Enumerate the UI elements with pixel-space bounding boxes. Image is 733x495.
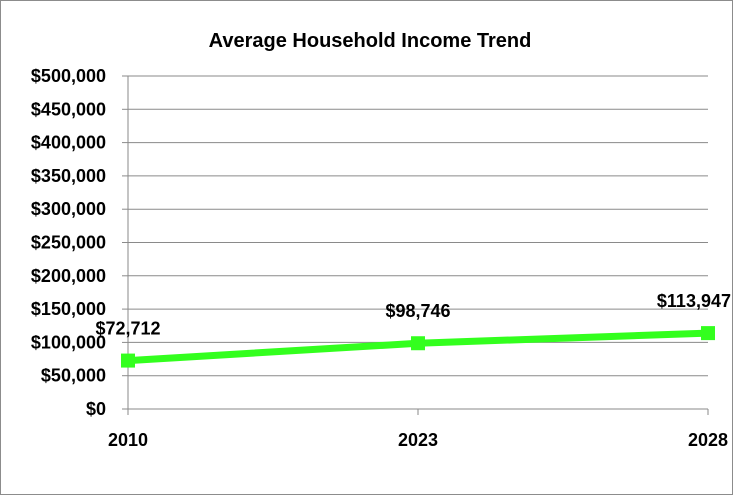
chart-title: Average Household Income Trend (208, 30, 532, 52)
y-tick-label: $150,000 (31, 299, 106, 319)
y-tick-label: $100,000 (31, 332, 106, 352)
x-axis-ticks: 2010 2023 2028 (108, 430, 728, 450)
y-tick-label: $200,000 (31, 266, 106, 286)
y-tick-label: $500,000 (31, 66, 106, 86)
y-axis-ticks: $0 $50,000 $100,000 $150,000 $200,000 $250,00… (31, 66, 106, 419)
y-tick-label: $50,000 (41, 366, 106, 386)
data-point-marker (411, 336, 425, 351)
x-tick-label: 2028 (688, 430, 728, 450)
y-tick-label: $450,000 (31, 99, 106, 119)
data-label: $113,947 (657, 291, 731, 311)
gridlines (128, 75, 708, 377)
data-label: $72,712 (95, 319, 160, 339)
y-tick-label: $350,000 (31, 166, 106, 186)
data-point-marker (121, 353, 135, 368)
x-tick-label: 2010 (108, 430, 148, 450)
y-tick-label: $250,000 (31, 233, 106, 253)
y-tick-label: $400,000 (31, 133, 106, 153)
y-tick-label: $0 (86, 399, 106, 419)
data-point-marker (701, 326, 715, 341)
y-tick-label: $300,000 (31, 199, 106, 219)
series-line (121, 326, 715, 368)
axes (122, 75, 709, 415)
data-label: $98,746 (385, 301, 450, 321)
data-labels: $72,712 $98,746 $113,947 (95, 291, 731, 338)
x-tick-label: 2023 (398, 430, 438, 450)
